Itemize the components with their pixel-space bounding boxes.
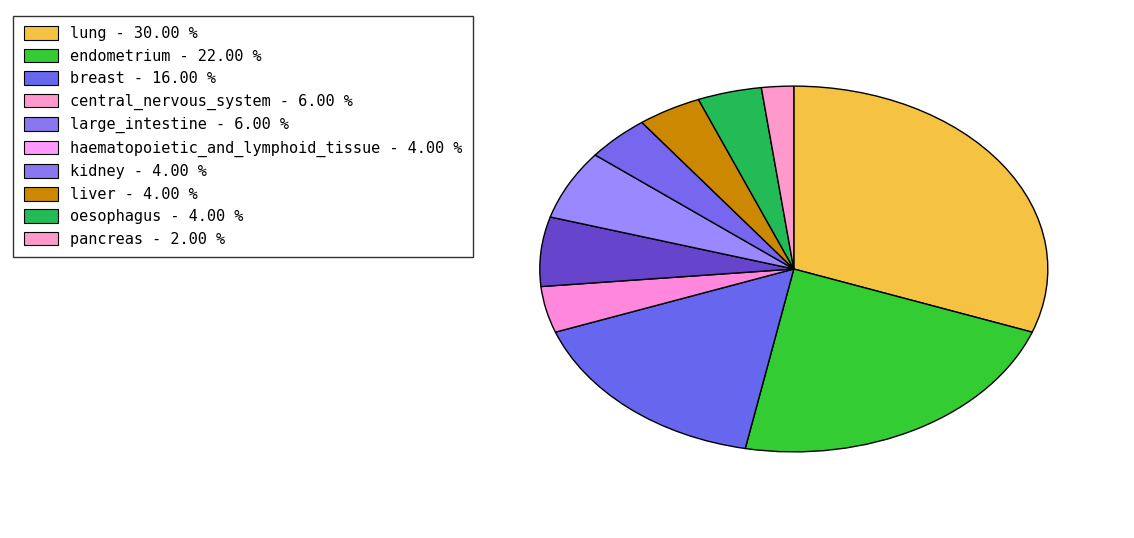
Wedge shape [745, 269, 1032, 452]
Wedge shape [794, 86, 1048, 332]
Wedge shape [595, 123, 794, 269]
Wedge shape [550, 155, 794, 269]
Wedge shape [761, 86, 794, 269]
Wedge shape [541, 269, 794, 332]
Wedge shape [556, 269, 794, 449]
Wedge shape [699, 88, 794, 269]
Legend: lung - 30.00 %, endometrium - 22.00 %, breast - 16.00 %, central_nervous_system : lung - 30.00 %, endometrium - 22.00 %, b… [14, 16, 473, 257]
Wedge shape [642, 100, 794, 269]
Wedge shape [540, 217, 794, 287]
